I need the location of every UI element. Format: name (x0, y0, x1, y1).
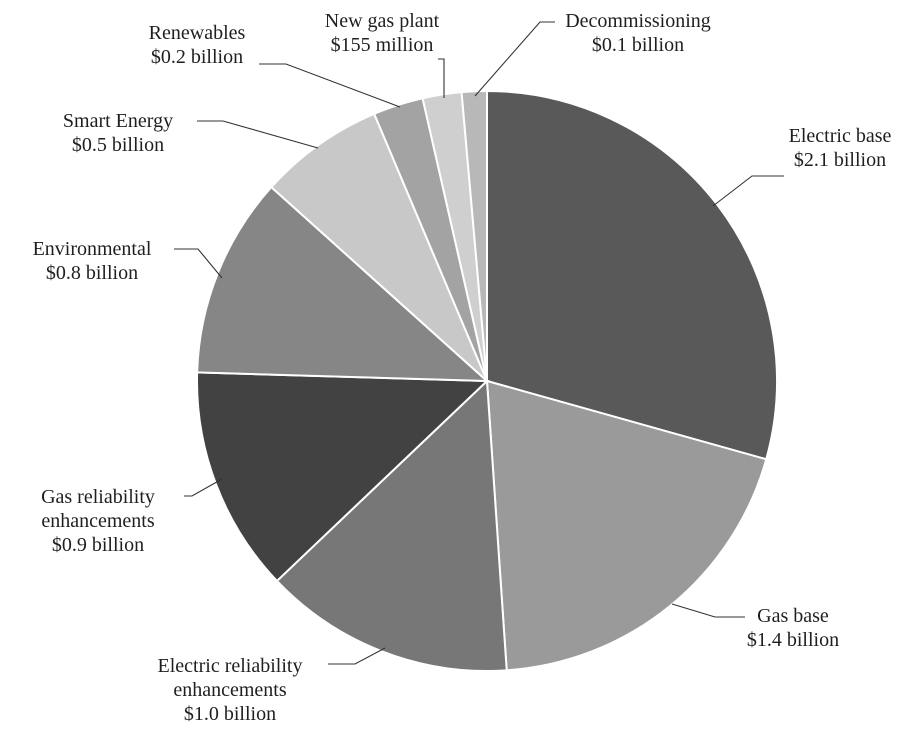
slice-label-5: Smart Energy $0.5 billion (63, 110, 173, 156)
slice-label-5-line-0: Smart Energy (63, 110, 173, 132)
slice-label-4: Environmental $0.8 billion (33, 238, 152, 284)
slice-label-3-line-1: enhancements (41, 510, 154, 532)
slice-label-8-line-0: Decommissioning (565, 10, 711, 32)
leader-line-7 (438, 58, 445, 98)
slice-label-0: Electric base $2.1 billion (789, 125, 892, 171)
leader-line-0 (712, 175, 784, 207)
slice-label-3-line-0: Gas reliability (41, 486, 155, 508)
slice-label-2-line-2: $1.0 billion (184, 703, 276, 725)
slice-label-1: Gas base $1.4 billion (747, 605, 839, 651)
slice-label-8-line-1: $0.1 billion (592, 34, 684, 56)
slice-label-0-line-0: Electric base (789, 125, 892, 147)
slice-label-1-line-1: $1.4 billion (747, 629, 839, 651)
slice-label-3-line-2: $0.9 billion (52, 534, 144, 556)
slice-label-7-line-0: New gas plant (325, 10, 440, 32)
slice-label-7-line-1: $155 million (331, 34, 434, 56)
slices-layer (196, 89, 778, 672)
slice-label-2-line-1: enhancements (173, 679, 286, 701)
slice-label-6-line-1: $0.2 billion (151, 46, 243, 68)
leader-lines-layer (174, 21, 784, 665)
slice-label-1-line-0: Gas base (757, 605, 829, 627)
pie-slice-3 (196, 371, 490, 583)
slice-label-5-line-1: $0.5 billion (72, 134, 164, 156)
leader-line-3 (184, 478, 223, 497)
leader-line-8 (474, 21, 555, 97)
leader-line-2 (328, 647, 386, 665)
leader-line-6 (259, 63, 401, 108)
slice-label-6-line-0: Renewables (149, 22, 246, 44)
slice-label-2: Electric reliability enhancements $1.0 bil… (158, 655, 303, 725)
slice-label-4-line-0: Environmental (33, 238, 152, 260)
slice-label-0-line-1: $2.1 billion (794, 149, 886, 171)
pie-slice-0 (486, 89, 778, 461)
slice-label-6: Renewables $0.2 billion (149, 22, 246, 68)
leader-line-5 (197, 120, 319, 149)
pie-slice-5 (269, 112, 488, 382)
pie-slice-1 (485, 379, 768, 672)
slice-label-3: Gas reliability enhancements $0.9 billion (41, 486, 155, 556)
slice-label-8: Decommissioning $0.1 billion (565, 10, 711, 56)
pie-slice-2 (275, 378, 508, 672)
leader-line-4 (174, 248, 223, 279)
slice-label-4-line-1: $0.8 billion (46, 262, 138, 284)
pie-slice-8 (460, 89, 488, 382)
slice-label-2-line-0: Electric reliability (158, 655, 303, 677)
labels-layer: Electric base $2.1 billion Gas base $1.4 bi… (33, 10, 892, 725)
slice-label-7: New gas plant $155 million (325, 10, 440, 56)
leader-line-1 (671, 603, 745, 618)
